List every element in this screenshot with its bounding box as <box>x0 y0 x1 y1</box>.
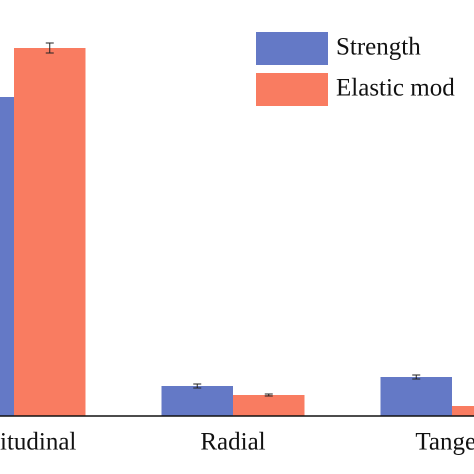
error-bar <box>193 383 202 389</box>
error-bar <box>412 374 421 380</box>
bar <box>14 48 86 416</box>
x-tick-label: itudinal <box>0 429 76 456</box>
bar <box>0 97 14 416</box>
x-tick-label: Radial <box>200 429 265 456</box>
bar <box>452 406 474 416</box>
bar <box>161 386 233 416</box>
legend-label: Elastic mod <box>336 75 455 102</box>
bar <box>380 377 452 416</box>
error-bar <box>45 42 54 54</box>
error-bar <box>264 393 273 397</box>
bar <box>233 395 305 416</box>
x-tick-label: Tangen <box>415 429 474 456</box>
legend-label: Strength <box>336 34 421 61</box>
legend-swatch <box>256 73 328 106</box>
legend-swatch <box>256 32 328 65</box>
